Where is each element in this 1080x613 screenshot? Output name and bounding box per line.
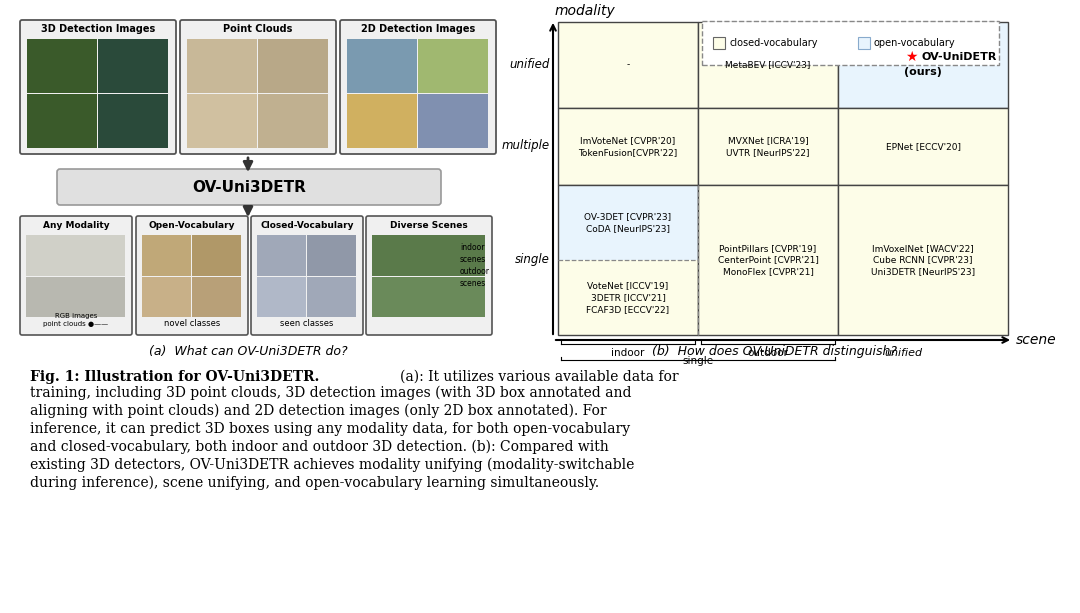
Bar — [558, 185, 698, 260]
Text: existing 3D detectors, OV-Uni3DETR achieves modality unifying (modality-switchab: existing 3D detectors, OV-Uni3DETR achie… — [30, 458, 634, 473]
Text: unified: unified — [883, 348, 922, 358]
Text: indoor: indoor — [460, 243, 485, 253]
Bar — [257, 276, 306, 317]
Bar — [558, 185, 698, 335]
Text: point clouds ●——: point clouds ●—— — [43, 321, 109, 327]
Text: scenes: scenes — [460, 280, 486, 289]
FancyBboxPatch shape — [21, 20, 176, 154]
FancyBboxPatch shape — [57, 169, 441, 205]
Bar — [698, 22, 838, 108]
Bar — [307, 276, 356, 317]
Bar — [858, 37, 870, 49]
Text: during inference), scene unifying, and open-vocabulary learning simultaneously.: during inference), scene unifying, and o… — [30, 476, 599, 490]
Bar — [698, 108, 838, 185]
Bar — [838, 22, 1008, 108]
Bar — [192, 276, 241, 317]
Text: indoor: indoor — [611, 348, 645, 358]
Bar — [98, 94, 168, 148]
Text: multiple: multiple — [502, 140, 550, 153]
Bar — [347, 94, 417, 148]
Text: (a): It utilizes various available data for: (a): It utilizes various available data … — [400, 370, 678, 384]
Bar — [258, 39, 328, 93]
FancyBboxPatch shape — [136, 216, 248, 335]
Text: closed-vocabulary: closed-vocabulary — [729, 38, 818, 48]
Bar — [307, 235, 356, 275]
Bar — [187, 39, 257, 93]
Text: -: - — [626, 61, 630, 69]
Text: EPNet [ECCV'20]: EPNet [ECCV'20] — [886, 142, 960, 151]
Text: 3D Detection Images: 3D Detection Images — [41, 24, 156, 34]
Bar — [257, 235, 306, 275]
Text: VoteNet [ICCV'19]
3DETR [ICCV'21]
FCAF3D [ECCV'22]: VoteNet [ICCV'19] 3DETR [ICCV'21] FCAF3D… — [586, 281, 670, 314]
Text: unified: unified — [510, 58, 550, 72]
Text: OV-3DET [CVPR'23]
CoDA [NeurIPS'23]: OV-3DET [CVPR'23] CoDA [NeurIPS'23] — [584, 212, 672, 233]
Text: scenes: scenes — [460, 256, 486, 264]
Text: OV-UniDETR: OV-UniDETR — [921, 52, 997, 62]
Bar — [347, 39, 417, 93]
Text: MetaBEV [ICCV'23]: MetaBEV [ICCV'23] — [726, 61, 811, 69]
Text: ImVoteNet [CVPR'20]
TokenFusion[CVPR'22]: ImVoteNet [CVPR'20] TokenFusion[CVPR'22] — [579, 136, 677, 157]
Bar — [187, 94, 257, 148]
Bar — [98, 39, 168, 93]
FancyBboxPatch shape — [180, 20, 336, 154]
Text: inference, it can predict 3D boxes using any modality data, for both open-vocabu: inference, it can predict 3D boxes using… — [30, 422, 630, 436]
Bar — [26, 235, 125, 275]
Bar — [27, 94, 97, 148]
Bar — [26, 276, 125, 317]
Text: Open-Vocabulary: Open-Vocabulary — [149, 221, 235, 230]
Text: training, including 3D point clouds, 3D detection images (with 3D box annotated : training, including 3D point clouds, 3D … — [30, 386, 632, 400]
Bar — [418, 94, 488, 148]
Bar — [558, 108, 698, 185]
Bar — [141, 235, 191, 275]
Text: outdoor: outdoor — [460, 267, 490, 276]
FancyBboxPatch shape — [366, 216, 492, 335]
Text: single: single — [515, 254, 550, 267]
Bar — [838, 185, 1008, 335]
FancyBboxPatch shape — [702, 21, 999, 65]
Bar — [713, 37, 725, 49]
FancyBboxPatch shape — [340, 20, 496, 154]
Text: MVXNet [ICRA'19]
UVTR [NeurIPS'22]: MVXNet [ICRA'19] UVTR [NeurIPS'22] — [726, 136, 810, 157]
Bar — [27, 39, 97, 93]
Bar — [258, 94, 328, 148]
FancyBboxPatch shape — [21, 216, 132, 335]
Text: (ours): (ours) — [904, 67, 942, 77]
Bar — [838, 108, 1008, 185]
Text: outdoor: outdoor — [747, 348, 788, 358]
Text: (b)  How does OV-UniDETR distinguish?: (b) How does OV-UniDETR distinguish? — [652, 345, 897, 358]
Text: and closed-vocabulary, both indoor and outdoor 3D detection. (b): Compared with: and closed-vocabulary, both indoor and o… — [30, 440, 609, 454]
Text: seen classes: seen classes — [281, 319, 334, 328]
Text: ImVoxelNet [WACV'22]
Cube RCNN [CVPR'23]
Uni3DETR [NeurIPS'23]: ImVoxelNet [WACV'22] Cube RCNN [CVPR'23]… — [870, 244, 975, 276]
Text: Diverse Scenes: Diverse Scenes — [390, 221, 468, 230]
Text: 2D Detection Images: 2D Detection Images — [361, 24, 475, 34]
Text: single: single — [683, 356, 714, 366]
Text: PointPillars [CVPR'19]
CenterPoint [CVPR'21]
MonoFlex [CVPR'21]: PointPillars [CVPR'19] CenterPoint [CVPR… — [717, 244, 819, 276]
Bar — [372, 276, 485, 317]
Bar — [558, 22, 698, 108]
Text: scene: scene — [1016, 333, 1056, 347]
Text: OV-Uni3DETR: OV-Uni3DETR — [192, 180, 306, 194]
Text: Closed-Vocabulary: Closed-Vocabulary — [260, 221, 354, 230]
Text: Point Clouds: Point Clouds — [224, 24, 293, 34]
Text: novel classes: novel classes — [164, 319, 220, 328]
Text: ★: ★ — [905, 50, 918, 64]
Text: Fig. 1: Illustration for OV-Uni3DETR.: Fig. 1: Illustration for OV-Uni3DETR. — [30, 370, 320, 384]
Bar — [558, 260, 698, 335]
Bar — [372, 235, 485, 275]
Bar — [698, 185, 838, 335]
Text: open-vocabulary: open-vocabulary — [874, 38, 956, 48]
Bar — [418, 39, 488, 93]
Text: Any Modality: Any Modality — [43, 221, 109, 230]
Text: modality: modality — [555, 4, 616, 18]
FancyBboxPatch shape — [251, 216, 363, 335]
Bar — [141, 276, 191, 317]
Text: aligning with point clouds) and 2D detection images (only 2D box annotated). For: aligning with point clouds) and 2D detec… — [30, 404, 607, 419]
Text: (a)  What can OV-Uni3DETR do?: (a) What can OV-Uni3DETR do? — [149, 345, 348, 358]
Text: RGB images: RGB images — [55, 313, 97, 319]
Bar — [192, 235, 241, 275]
